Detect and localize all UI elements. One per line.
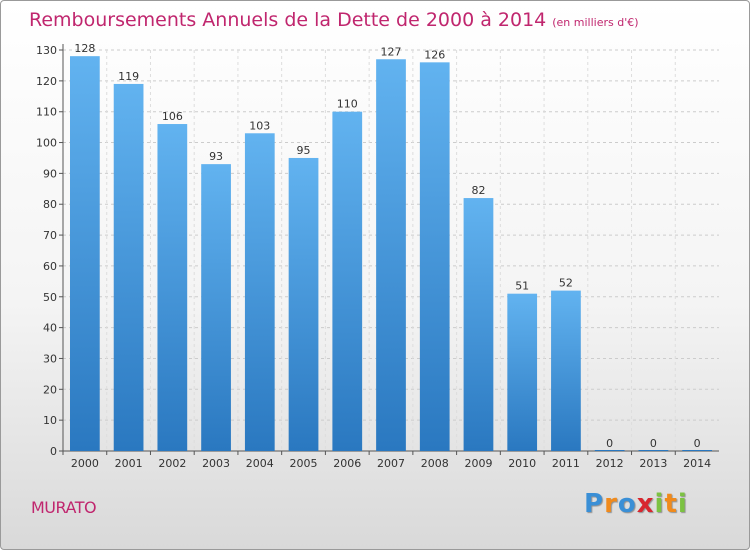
value-label: 51	[515, 280, 529, 293]
bar	[463, 198, 494, 451]
x-tick-label: 2009	[464, 457, 492, 470]
logo-letter: x	[636, 489, 655, 519]
value-label: 119	[118, 70, 139, 83]
value-label: 128	[74, 42, 95, 55]
x-tick-label: 2013	[639, 457, 667, 470]
x-tick-label: 2010	[508, 457, 536, 470]
y-tick-label: 100	[36, 137, 57, 150]
commune-name: MURATO	[31, 498, 97, 517]
x-tick-label: 2000	[71, 457, 99, 470]
y-tick-label: 10	[43, 414, 57, 427]
value-label: 0	[606, 437, 613, 450]
value-label: 106	[162, 110, 183, 123]
y-tick-label: 130	[36, 44, 57, 57]
y-tick-label: 50	[43, 291, 57, 304]
bar	[594, 450, 625, 451]
value-label: 0	[650, 437, 657, 450]
value-label: 0	[694, 437, 701, 450]
y-tick-label: 0	[50, 445, 57, 458]
logo-letter: i	[677, 489, 688, 519]
y-tick-label: 80	[43, 198, 57, 211]
y-tick-label: 40	[43, 322, 57, 335]
y-tick-label: 70	[43, 229, 57, 242]
x-tick-label: 2001	[115, 457, 143, 470]
y-tick-label: 90	[43, 167, 57, 180]
bar	[638, 450, 669, 451]
x-tick-label: 2006	[333, 457, 361, 470]
x-tick-label: 2008	[421, 457, 449, 470]
bar	[376, 59, 406, 451]
logo-letter: r	[604, 489, 618, 519]
labels: 0 10 20 30 40 50 60 70 80 90 100 110 120 130 128 2000 11…	[36, 42, 711, 470]
x-tick-label: 2011	[552, 457, 580, 470]
bar	[682, 450, 713, 451]
bar	[157, 124, 188, 452]
y-tick-label: 110	[36, 106, 57, 119]
value-label: 52	[559, 277, 573, 290]
y-tick-label: 20	[43, 383, 57, 396]
value-label: 82	[471, 184, 485, 197]
value-label: 127	[381, 45, 402, 58]
x-tick-label: 2005	[290, 457, 318, 470]
bar	[288, 157, 319, 451]
logo-letter: P	[584, 489, 605, 519]
chart-title-text: Remboursements Annuels de la Dette de 20…	[29, 9, 547, 31]
y-tick-label: 30	[43, 352, 57, 365]
chart-unit: (en milliers d'€)	[552, 16, 639, 29]
bar	[69, 56, 100, 452]
proxiti-logo: Proxiti	[584, 489, 688, 519]
bar	[551, 290, 581, 451]
x-tick-label: 2014	[683, 457, 711, 470]
x-tick-label: 2004	[246, 457, 274, 470]
bar	[332, 111, 363, 451]
value-label: 103	[249, 119, 270, 132]
value-label: 110	[337, 98, 358, 111]
bar	[113, 83, 144, 451]
chart-title: Remboursements Annuels de la Dette de 20…	[29, 9, 639, 31]
y-tick-label: 60	[43, 260, 57, 273]
logo-letter: i	[654, 489, 665, 519]
bar	[507, 293, 538, 451]
value-label: 93	[209, 150, 223, 163]
bar	[244, 133, 275, 452]
bar	[419, 62, 450, 451]
x-tick-label: 2002	[158, 457, 186, 470]
logo-letter: t	[664, 489, 678, 519]
logo-letter: o	[617, 489, 637, 519]
x-tick-label: 2012	[596, 457, 624, 470]
x-tick-label: 2007	[377, 457, 405, 470]
y-tick-label: 120	[36, 75, 57, 88]
value-label: 126	[424, 48, 445, 61]
bar	[201, 164, 231, 451]
value-label: 95	[297, 144, 311, 157]
x-tick-label: 2003	[202, 457, 230, 470]
bars	[69, 56, 713, 452]
